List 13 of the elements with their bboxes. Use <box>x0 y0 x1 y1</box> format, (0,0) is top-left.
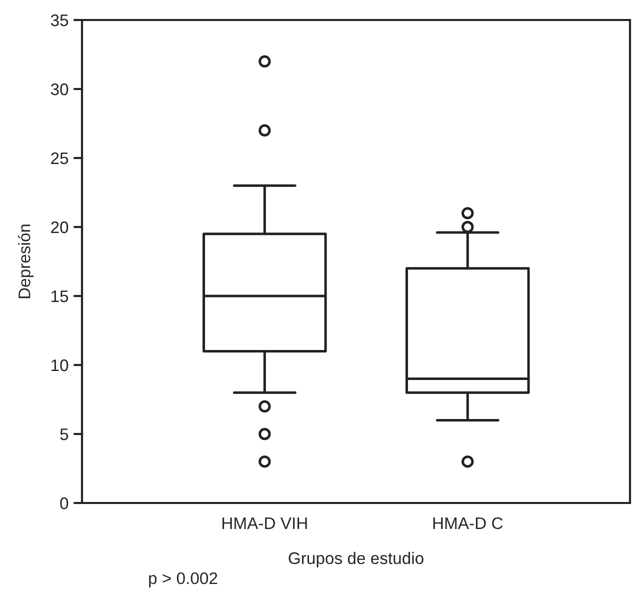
y-tick-label: 5 <box>60 428 68 440</box>
y-tick-label: 10 <box>52 359 68 372</box>
x-tick-label: HMA-D VIH <box>222 518 307 529</box>
y-tick-label: 35 <box>50 14 68 26</box>
text: p > 0.002 <box>149 572 218 588</box>
y-tick-label: 30 <box>50 83 68 96</box>
y-tick-label: 15 <box>52 290 68 302</box>
y-axis-title: Depresión <box>18 224 34 298</box>
y-tick-label: 25 <box>51 152 68 164</box>
y-tick-label: 0 <box>60 497 68 510</box>
x-tick-label: HMA-D C <box>433 517 503 530</box>
y-tick-label: 20 <box>51 221 68 234</box>
x-axis-title: Grupos de estudio <box>288 552 424 568</box>
